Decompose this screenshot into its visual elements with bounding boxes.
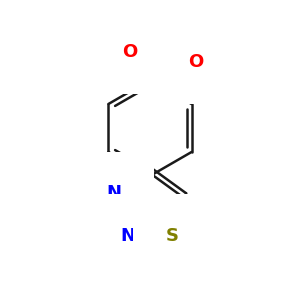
Text: S: S — [166, 227, 179, 245]
Text: O: O — [188, 53, 204, 71]
Text: N: N — [120, 227, 135, 245]
Text: O: O — [122, 43, 138, 61]
Text: CH: CH — [176, 19, 202, 37]
Text: 3: 3 — [199, 26, 208, 40]
Text: N: N — [106, 184, 122, 202]
